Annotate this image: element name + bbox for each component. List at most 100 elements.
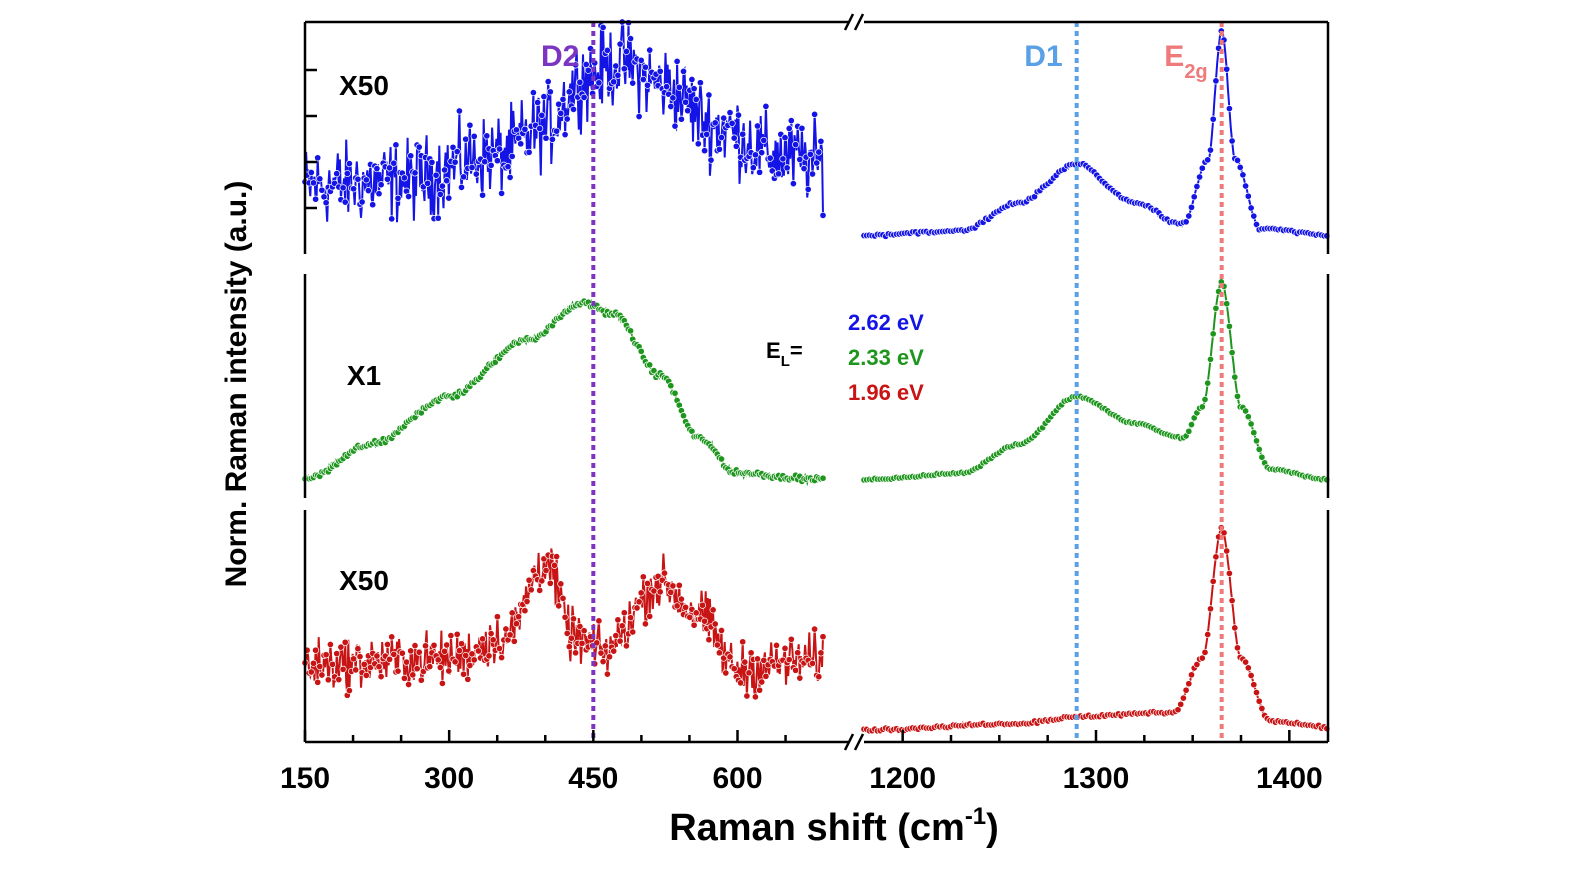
data-point [373,652,381,660]
data-point [817,649,825,657]
data-point [364,187,372,195]
data-point [705,636,713,644]
data-point [1206,355,1215,363]
data-point [792,141,800,149]
data-point [1204,156,1212,164]
data-point [629,628,637,636]
data-point [739,638,747,646]
data-point [758,149,766,157]
data-point [749,164,757,172]
data-point [1233,392,1242,400]
data-point [730,134,738,142]
data-point [1247,671,1255,680]
data-point [584,66,592,74]
data-point [612,62,620,70]
data-point [582,60,590,69]
data-point [424,179,432,187]
data-point [612,632,620,640]
data-point [1258,704,1266,713]
data-point [597,649,605,657]
data-point [534,98,542,107]
x-tick-label: 600 [712,762,762,795]
data-point [1185,427,1193,435]
data-point [1233,156,1242,164]
data-point [1242,407,1250,415]
data-point [565,88,573,96]
data-point [544,78,552,86]
data-point [694,140,702,148]
data-point [760,136,768,144]
data-point [762,672,770,680]
data-point [682,98,690,106]
data-point [386,164,394,172]
data-point [470,132,478,140]
data-point [779,155,787,163]
data-point [622,47,630,56]
data-point [453,148,461,156]
data-point [360,660,368,668]
data-point [392,141,400,149]
data-point [443,641,451,649]
data-point [684,107,692,115]
data-point [569,105,578,113]
data-point [696,79,704,87]
data-point [679,67,688,75]
data-point [557,580,565,588]
axis-break-mark [843,733,855,751]
data-point [671,122,679,130]
data-point [479,635,487,643]
data-point [1250,212,1258,220]
data-point [341,638,349,646]
data-point [483,132,491,140]
data-point [485,652,493,660]
data-point [806,150,814,158]
data-point [580,93,588,101]
data-point [762,102,770,110]
data-point [1204,630,1212,639]
data-point [673,602,681,610]
y-axis-label: Norm. Raman intensity (a.u.) [220,181,253,588]
data-point [717,455,726,463]
data-point [713,641,721,649]
data-point [789,180,797,188]
data-point [637,347,645,355]
data-point [1182,686,1190,694]
data-point [350,655,358,663]
data-point [407,152,415,160]
data-point [618,622,626,630]
data-point [455,647,463,655]
data-point [316,662,324,671]
series-points [860,278,1331,484]
data-point [800,165,808,173]
data-point [616,637,624,645]
refline-label-D1: D1 [1024,40,1062,73]
data-point [510,637,518,645]
data-point [576,78,584,86]
data-point [512,620,520,628]
data-point [1247,420,1255,428]
data-point [722,669,730,677]
data-point [758,678,766,686]
data-point [553,553,561,561]
data-point [415,648,423,656]
refline-label-main: E [1164,40,1184,73]
data-point [726,109,734,117]
data-point [561,613,569,621]
data-point [495,145,504,153]
data-point [595,79,603,87]
x-axis-label-sup: -1 [965,803,986,830]
data-point [538,577,546,585]
data-point [546,88,554,96]
data-point [688,75,696,84]
data-point [508,609,516,617]
data-point [633,604,641,612]
data-point [457,183,466,191]
data-point [377,181,385,189]
data-point [1204,379,1212,387]
data-point [555,602,563,610]
data-point [815,148,823,156]
data-point [322,651,330,659]
data-point [542,134,550,142]
data-point [717,133,726,142]
multiplier-label: X50 [339,565,389,596]
